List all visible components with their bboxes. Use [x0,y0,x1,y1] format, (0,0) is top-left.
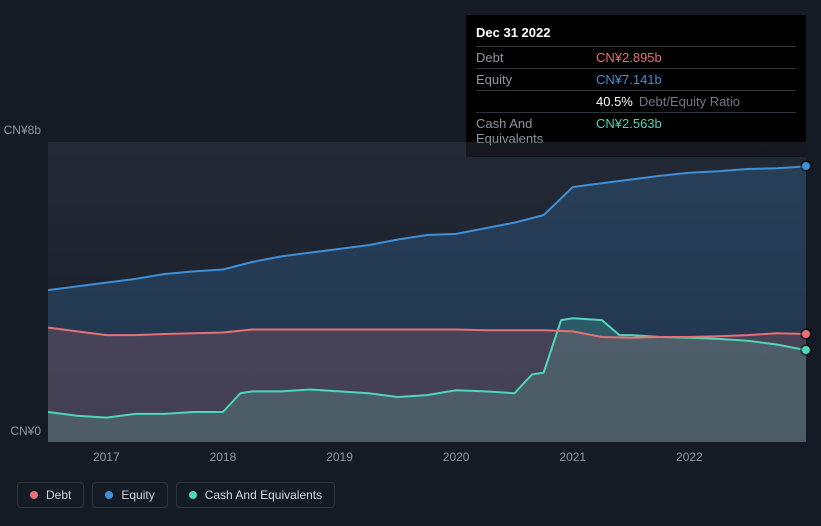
x-tick: 2018 [210,450,237,464]
series-area [48,328,806,442]
tooltip-extra: Debt/Equity Ratio [639,94,740,109]
x-tick: 2020 [443,450,470,464]
series-end-dot [802,162,810,170]
tooltip-title: Dec 31 2022 [476,23,796,46]
legend-item[interactable]: Debt [17,482,84,508]
y-axis-top-label: CN¥8b [0,123,41,137]
tooltip-label: Equity [476,72,596,87]
tooltip-label [476,94,596,109]
x-tick: 2019 [326,450,353,464]
tooltip-label: Debt [476,50,596,65]
tooltip-value: CN¥2.895b [596,50,662,65]
tooltip-row: DebtCN¥2.895b [476,46,796,68]
chart-svg [48,142,806,442]
legend-dot-icon [189,491,197,499]
x-axis: 2017 2018 2019 2020 2021 2022 [48,450,806,470]
tooltip-value: CN¥7.141b [596,72,662,87]
legend-label: Cash And Equivalents [205,488,322,502]
legend-item[interactable]: Equity [92,482,167,508]
x-tick: 2017 [93,450,120,464]
legend-dot-icon [30,491,38,499]
plot-area[interactable] [48,142,806,442]
y-axis-bottom-label: CN¥0 [0,424,41,438]
series-end-dot [802,330,810,338]
tooltip-row: 40.5% Debt/Equity Ratio [476,90,796,112]
chart-area: CN¥8b CN¥0 2017 2018 2019 2020 2021 2022 [0,120,821,480]
legend: Debt Equity Cash And Equivalents [17,482,335,508]
legend-label: Debt [46,488,71,502]
tooltip-row: EquityCN¥7.141b [476,68,796,90]
legend-item[interactable]: Cash And Equivalents [176,482,335,508]
x-tick: 2021 [559,450,586,464]
legend-label: Equity [121,488,154,502]
tooltip-value: 40.5% [596,94,633,109]
series-end-dot [802,346,810,354]
legend-dot-icon [105,491,113,499]
x-tick: 2022 [676,450,703,464]
